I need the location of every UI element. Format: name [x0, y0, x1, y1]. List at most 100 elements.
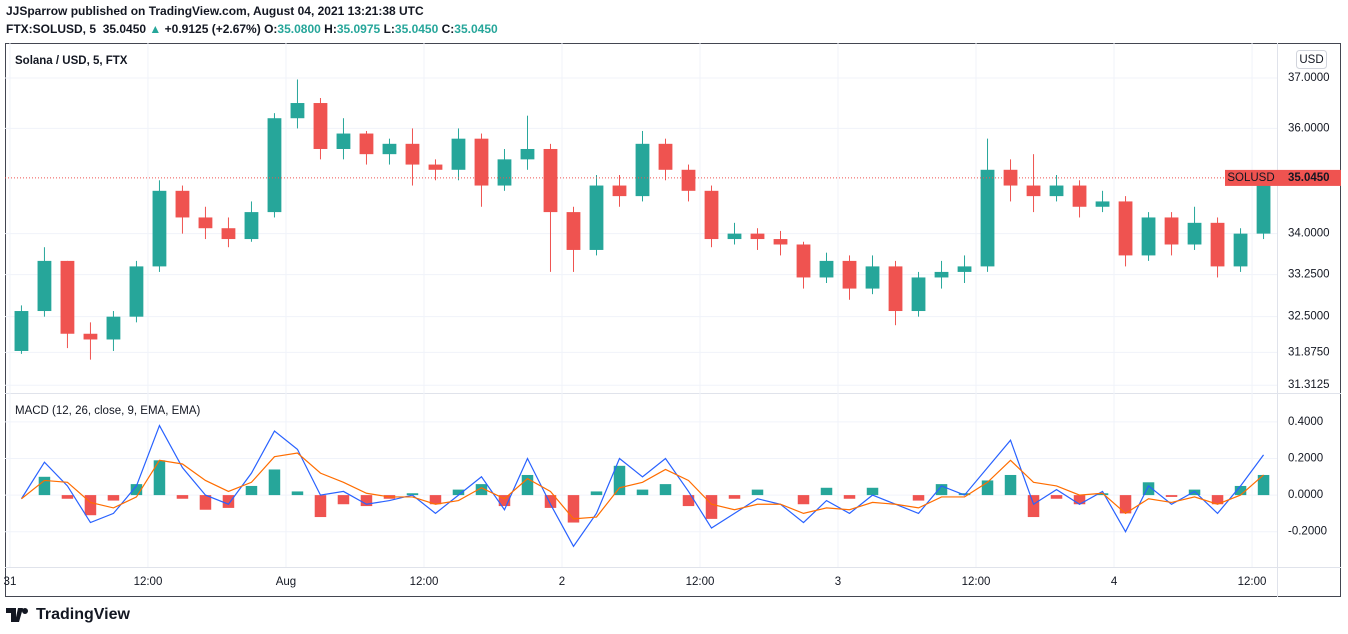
- histogram-bar: [1119, 495, 1132, 514]
- candle-body: [474, 138, 489, 186]
- chart-title: Solana / USD, 5, FTX: [15, 55, 128, 67]
- y-tick-label: 36.0000: [1288, 122, 1330, 134]
- candle-body: [980, 169, 995, 267]
- histogram-bar: [1188, 489, 1201, 496]
- candle-body: [1256, 177, 1271, 234]
- candle-body: [704, 190, 719, 240]
- histogram-bar: [981, 480, 994, 496]
- ohlc-o-label: O:: [264, 22, 278, 36]
- histogram-bar: [567, 495, 580, 523]
- candle-body: [451, 138, 466, 170]
- ohlc-h-label: H:: [324, 22, 337, 36]
- candle-body: [244, 212, 259, 240]
- histogram-bar: [1142, 482, 1155, 496]
- candle-body: [888, 266, 903, 312]
- histogram-bar: [61, 495, 74, 499]
- logo: [6, 608, 28, 622]
- x-tick-label: 4: [1111, 576, 1118, 588]
- candle-body: [1072, 185, 1087, 207]
- currency[interactable]: USD: [1299, 54, 1323, 66]
- candle-body: [819, 260, 834, 278]
- histogram-bar: [1165, 495, 1178, 497]
- x-tick-label: 3: [835, 576, 841, 588]
- ohlc-h: 35.0975: [336, 22, 381, 36]
- candle-body: [750, 233, 765, 240]
- candle-body: [1141, 217, 1156, 256]
- candle-body: [934, 271, 949, 278]
- ohlc-c-label: C:: [441, 22, 455, 36]
- currency-button[interactable]: [1296, 50, 1327, 69]
- footer: TradingView: [6, 606, 130, 624]
- candle-body: [37, 260, 52, 312]
- histogram-bar: [222, 495, 235, 508]
- symbol-badge: [1225, 169, 1277, 186]
- candle-body: [14, 311, 29, 351]
- ohlc-c: 35.0450: [454, 22, 498, 36]
- frame: [5, 43, 1341, 597]
- x-tick-label: 12:00: [686, 576, 715, 588]
- x-tick-label: 12:00: [134, 576, 163, 588]
- x-tick-label: 31: [4, 576, 17, 588]
- price-badge-label: 35.0450: [1288, 172, 1330, 184]
- histogram-bar: [429, 495, 442, 505]
- histogram-bar: [107, 495, 120, 501]
- macd-line: [20, 424, 1265, 548]
- symbol-line: FTX:SOLUSD, 5 35.0450 ▲ +0.9125 (+2.67%)…: [6, 22, 498, 36]
- candle-body: [520, 148, 535, 160]
- candle-body: [842, 260, 857, 289]
- histogram-bar: [636, 489, 649, 496]
- candle-body: [198, 217, 213, 229]
- histogram-bar: [705, 495, 718, 519]
- candle-body: [175, 190, 190, 218]
- symbol: FTX:SOLUSD, 5: [6, 22, 97, 36]
- histogram-bar: [613, 465, 626, 496]
- chart: USD Solana / USD, 5, FTX MACD (12, 26, c…: [4, 43, 1341, 597]
- ohlc-l-label: L:: [383, 22, 395, 36]
- y-tick-label: -0.2000: [1288, 526, 1327, 538]
- candle-body: [290, 103, 305, 119]
- signal-line: [21, 452, 1264, 520]
- candle-body: [221, 228, 236, 240]
- histogram-bar: [245, 485, 258, 496]
- candle-body: [1049, 185, 1064, 197]
- candle-body: [1118, 201, 1133, 256]
- histogram-bar: [797, 495, 810, 505]
- y-tick-label: 37.0000: [1288, 72, 1330, 84]
- x-tick-label: 2: [559, 576, 565, 588]
- x-tick-label: 12:00: [410, 576, 439, 588]
- histogram-bar: [199, 495, 212, 510]
- candle-body: [106, 316, 121, 340]
- histogram-bar: [751, 489, 764, 496]
- candle-body: [382, 143, 397, 155]
- candle-body: [911, 277, 926, 312]
- histogram-bar: [452, 489, 465, 496]
- x-tick-label: 12:00: [962, 576, 991, 588]
- histogram-bar: [291, 491, 304, 496]
- histogram-bar: [268, 469, 281, 496]
- y-tick-label: 0.2000: [1288, 453, 1323, 465]
- candle-body: [1095, 201, 1110, 207]
- histogram-bar: [590, 491, 603, 496]
- candle-body: [1233, 233, 1248, 267]
- candle-body: [612, 185, 627, 197]
- candle-body: [313, 103, 328, 149]
- price: 35.0450: [102, 22, 147, 36]
- histogram-bar: [935, 484, 948, 496]
- histogram-bar: [1234, 485, 1247, 496]
- y-tick-label: 33.2500: [1288, 269, 1330, 281]
- x-tick-label: Aug: [276, 576, 296, 588]
- candle-body: [773, 239, 788, 245]
- y-tick-label: 0.4000: [1288, 416, 1323, 428]
- histogram-bar: [912, 495, 925, 501]
- candle-body: [635, 143, 650, 197]
- candle-body: [60, 260, 75, 334]
- symbol-badge-label: SOLUSD: [1227, 172, 1274, 184]
- y-tick-label: 31.3125: [1288, 379, 1330, 391]
- histogram-bar: [1004, 474, 1017, 496]
- histogram-bar: [659, 484, 672, 496]
- candle-body: [497, 159, 512, 186]
- candle-body: [428, 164, 443, 170]
- candle-body: [359, 133, 374, 155]
- candle-body: [83, 333, 98, 340]
- ohlc-l: 35.0450: [394, 22, 439, 36]
